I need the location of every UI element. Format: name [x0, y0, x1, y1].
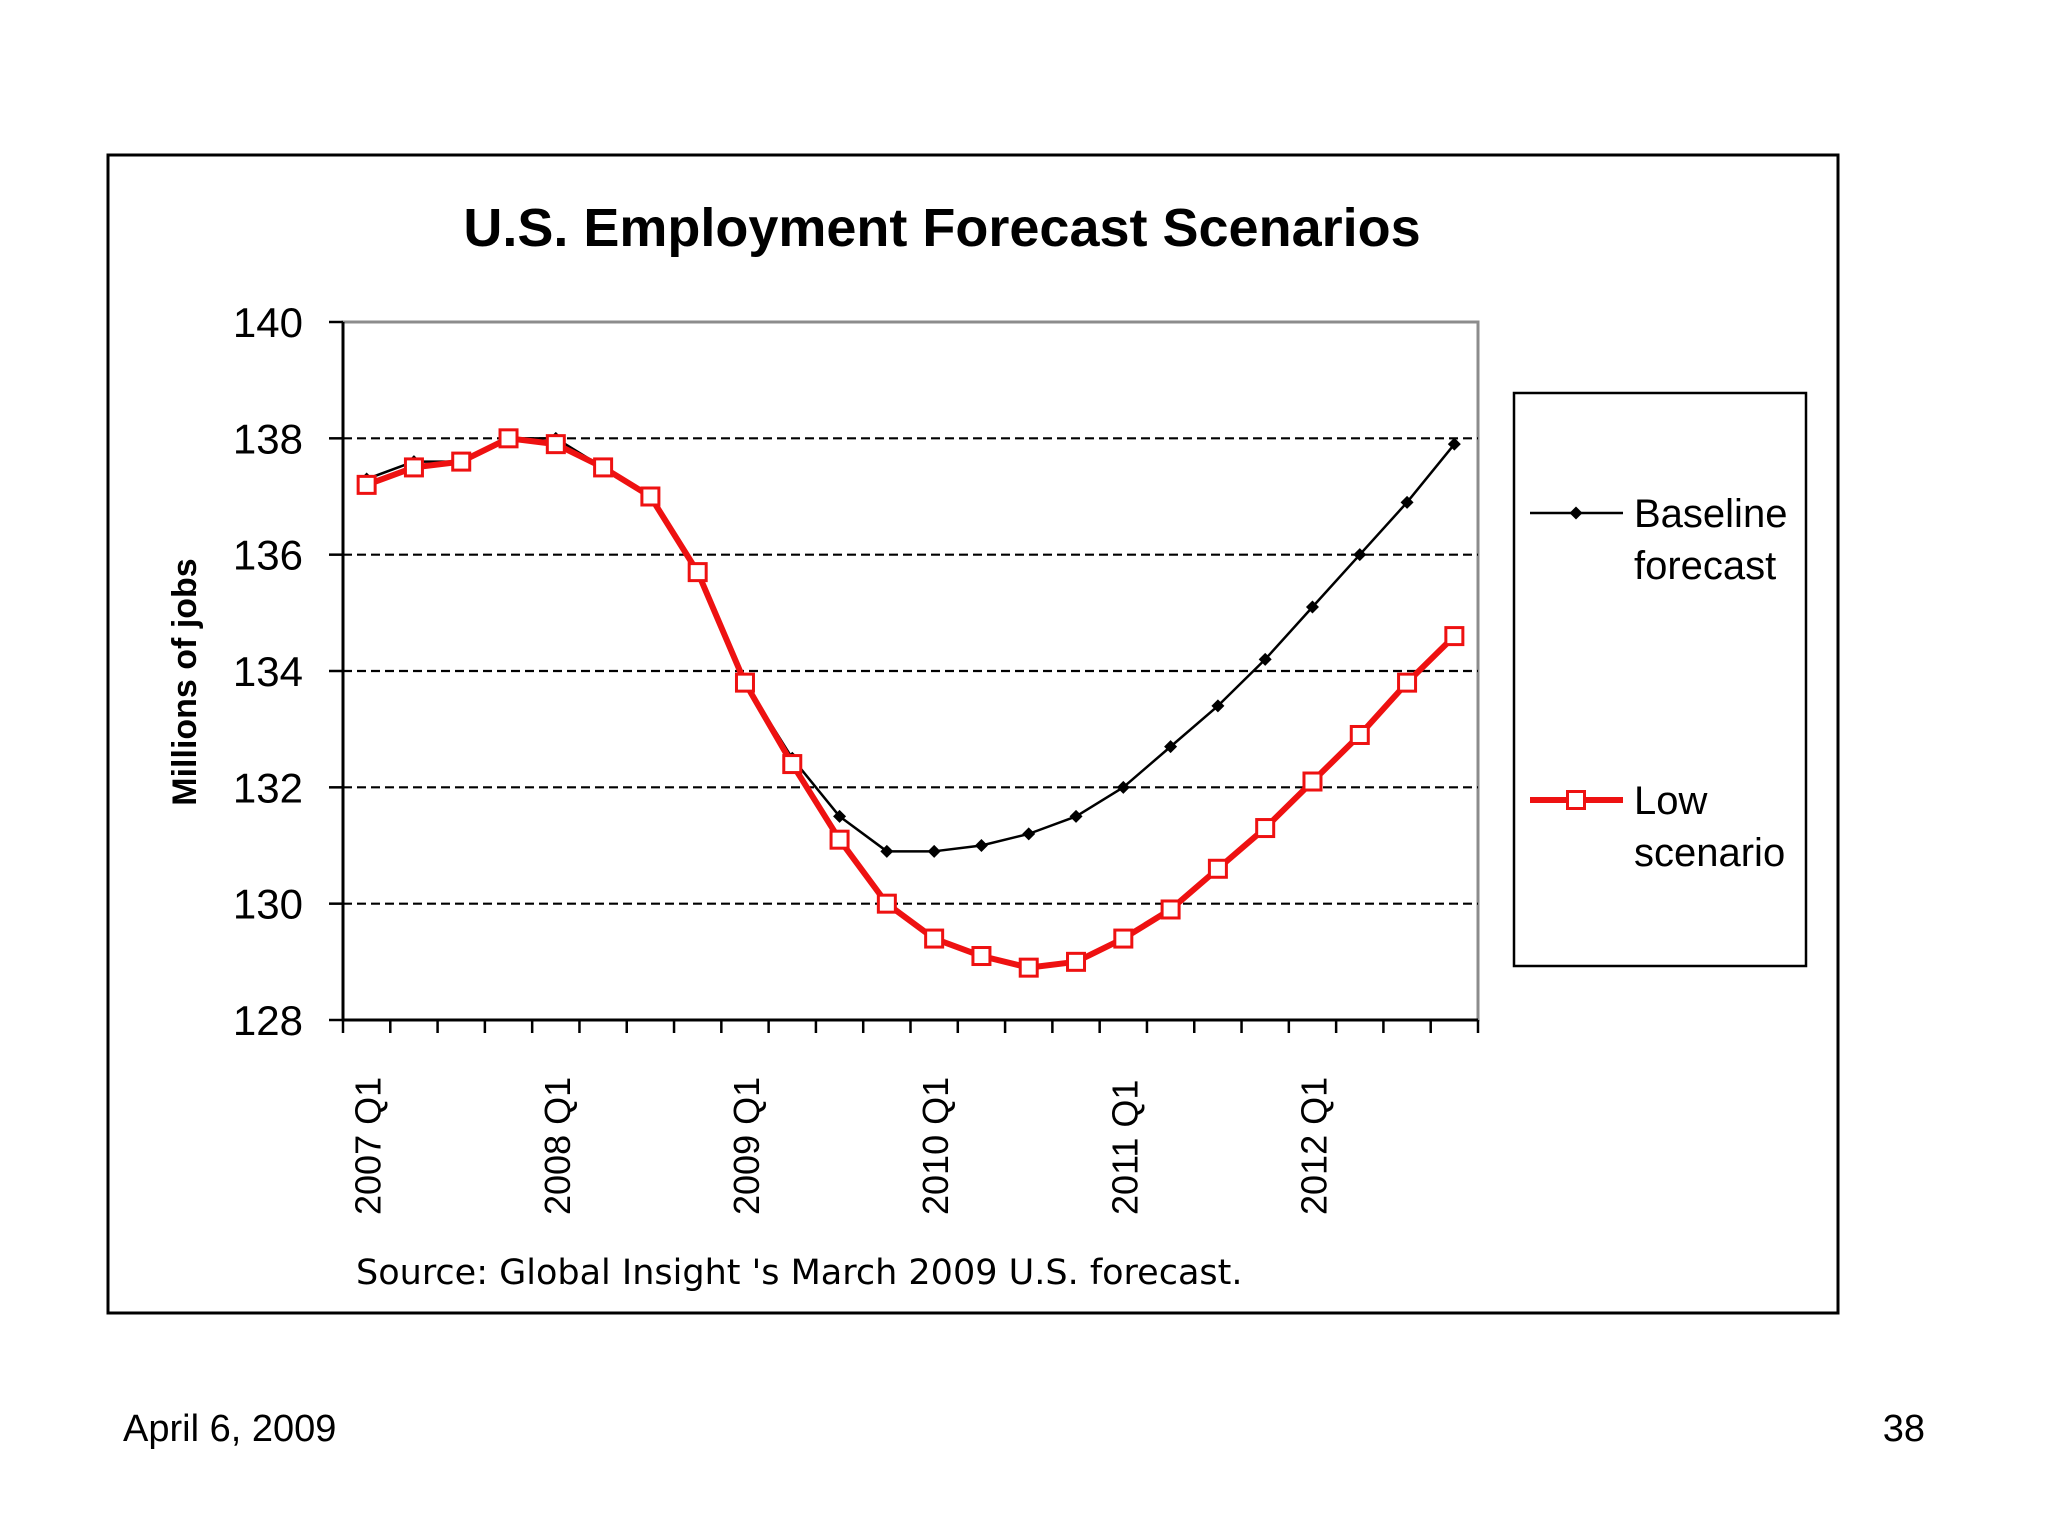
legend-item-low-scenario: Low scenario	[1530, 779, 1785, 875]
x-axis-ticks: 2007 Q1 2008 Q1 2009 Q1 2010 Q1 2011 Q1 2012 …	[341, 1020, 1480, 1215]
data-point	[1447, 437, 1461, 451]
x-tick-label: 2011 Q1	[1104, 1080, 1145, 1215]
data-point	[829, 829, 850, 850]
legend: Baseline forecast Low scenario	[1530, 492, 1787, 875]
legend-box	[1512, 391, 1808, 968]
data-point	[356, 474, 377, 495]
data-point	[876, 893, 897, 914]
legend-label: Low	[1634, 779, 1707, 823]
data-point	[498, 428, 519, 449]
data-point	[1353, 548, 1367, 562]
data-point	[1305, 600, 1319, 614]
data-point	[1164, 740, 1178, 754]
y-tick-label: 136	[233, 532, 303, 579]
series-layer	[356, 428, 1465, 978]
data-point	[833, 809, 847, 823]
x-tick-label: 2008 Q1	[537, 1077, 578, 1215]
footer-date: April 6, 2009	[123, 1408, 337, 1450]
data-point	[927, 844, 941, 858]
page-number: 38	[1882, 1408, 1925, 1450]
y-tick-label: 128	[233, 997, 303, 1044]
data-point	[971, 946, 992, 967]
legend-label: scenario	[1634, 831, 1785, 875]
data-point	[593, 457, 614, 478]
legend-item-baseline: Baseline forecast	[1530, 492, 1787, 588]
x-tick-label: 2009 Q1	[726, 1077, 767, 1215]
x-tick-label: 2012 Q1	[1293, 1077, 1334, 1215]
data-point	[1116, 780, 1130, 794]
data-point	[545, 434, 566, 455]
y-tick-label: 130	[233, 881, 303, 928]
data-point	[1207, 858, 1228, 879]
legend-label: forecast	[1634, 544, 1776, 588]
data-point	[1160, 899, 1181, 920]
data-point	[974, 839, 988, 852]
data-point	[1255, 818, 1276, 839]
y-tick-label: 138	[233, 415, 303, 462]
data-point	[1113, 928, 1134, 949]
data-point	[640, 486, 661, 507]
data-point	[1349, 724, 1370, 745]
x-tick-label: 2007 Q1	[348, 1077, 389, 1215]
data-point	[1066, 951, 1087, 972]
y-tick-label: 132	[233, 764, 303, 811]
data-point	[1018, 957, 1039, 978]
data-point	[734, 672, 755, 693]
data-point	[1211, 699, 1225, 713]
y-axis-label: Millions of jobs	[166, 558, 204, 805]
y-tick-label: 134	[233, 648, 303, 695]
data-point	[1444, 626, 1465, 647]
data-point	[451, 451, 472, 472]
data-point	[403, 457, 424, 478]
data-point	[1397, 672, 1418, 693]
legend-swatch-marker	[1566, 790, 1586, 810]
data-point	[1302, 771, 1323, 792]
y-axis-ticks: 128 130 132 134 136 138 140	[233, 299, 343, 1044]
source-note: Source: Global Insight 's March 2009 U.S…	[356, 1253, 1242, 1293]
legend-label: Baseline	[1634, 492, 1787, 536]
data-point	[687, 562, 708, 583]
series-low-scenario	[356, 428, 1465, 978]
data-point	[1022, 827, 1036, 841]
data-point	[880, 844, 894, 858]
data-point	[1258, 652, 1272, 666]
chart-title: U.S. Employment Forecast Scenarios	[463, 198, 1420, 258]
legend-swatch-marker	[1569, 506, 1583, 520]
x-tick-label: 2010 Q1	[915, 1077, 956, 1215]
data-point	[924, 928, 945, 949]
data-point	[1400, 495, 1414, 509]
y-tick-label: 140	[233, 299, 303, 346]
data-point	[782, 754, 803, 775]
data-point	[1069, 809, 1083, 823]
